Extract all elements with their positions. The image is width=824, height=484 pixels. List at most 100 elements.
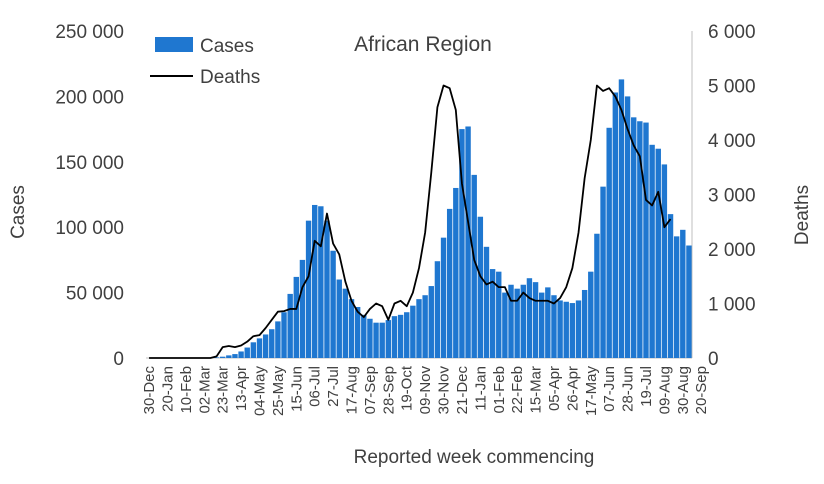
x-tick-label: 02-Mar	[196, 366, 213, 414]
cases-bar	[256, 338, 263, 358]
x-tick-label: 06-Jul	[307, 366, 324, 407]
left-tick-label: 50 000	[66, 284, 124, 305]
cases-bar	[661, 164, 668, 358]
x-tick-label: 22-Feb	[509, 366, 526, 414]
x-tick-label: 13-Apr	[233, 366, 250, 411]
cases-bar	[667, 214, 674, 358]
cases-bar	[496, 271, 502, 358]
x-tick-label: 09-Nov	[417, 366, 434, 415]
cases-bar	[545, 287, 551, 358]
cases-bar	[275, 321, 281, 358]
deaths-line-group	[149, 84, 672, 359]
x-tick-label: 17-Aug	[344, 366, 361, 414]
left-axis-ticks: 0 50 000 100 000 150 000 200 000 250 000	[55, 22, 124, 370]
cases-bar	[551, 295, 557, 358]
deaths-line	[149, 84, 672, 359]
cases-bar	[318, 206, 324, 358]
right-tick-label: 3 000	[708, 186, 756, 207]
cases-bar	[238, 351, 244, 358]
x-tick-label: 11-Jan	[472, 366, 489, 411]
cases-bar	[637, 121, 643, 358]
cases-bar	[477, 216, 484, 358]
x-tick-label: 15-Jun	[288, 366, 305, 412]
x-tick-label: 23-Mar	[215, 366, 232, 414]
cases-bar	[563, 301, 569, 358]
right-tick-label: 5 000	[708, 77, 756, 98]
cases-bar	[459, 129, 465, 358]
x-tick-label: 28-Jun	[620, 366, 637, 412]
x-tick-label: 30-Aug	[675, 366, 692, 414]
cases-bar	[416, 299, 422, 358]
right-tick-label: 1 000	[708, 295, 756, 316]
cases-bar	[348, 299, 355, 358]
cases-bar	[391, 316, 398, 358]
cases-bar	[569, 303, 576, 358]
cases-bar	[502, 292, 508, 358]
x-tick-label: 20-Sep	[693, 366, 710, 414]
cases-bar	[281, 312, 287, 358]
left-tick-label: 200 000	[55, 87, 124, 108]
cases-bar	[213, 357, 220, 358]
x-axis-ticks: 30-Dec 20-Jan 10-Feb 02-Mar 23-Mar 13-Apr 04-M…	[141, 365, 710, 416]
cases-bar	[655, 148, 661, 358]
x-axis-title: Reported week commencing	[354, 447, 595, 468]
cases-bar	[422, 295, 428, 358]
left-axis-title: Cases	[8, 185, 29, 239]
cases-bar	[299, 259, 306, 358]
cases-bar	[361, 314, 367, 358]
x-tick-label: 01-Feb	[491, 366, 508, 414]
cases-bar	[471, 174, 477, 358]
cases-bar	[520, 284, 526, 358]
left-tick-label: 250 000	[55, 22, 124, 43]
cases-bar	[594, 233, 600, 358]
left-tick-label: 0	[113, 349, 124, 370]
x-tick-label: 17-May	[583, 366, 600, 417]
cases-bar	[379, 322, 385, 358]
x-tick-label: 25-May	[270, 366, 287, 417]
cases-bar	[293, 276, 299, 358]
legend-deaths-label: Deaths	[200, 67, 260, 88]
x-tick-label: 27-Jul	[325, 366, 342, 407]
x-tick-label: 04-May	[251, 366, 268, 417]
cases-bar	[680, 229, 686, 358]
legend-cases-label: Cases	[200, 36, 254, 57]
cases-bar	[631, 117, 637, 358]
left-tick-label: 100 000	[55, 218, 124, 239]
x-tick-label: 05-Apr	[546, 366, 563, 411]
cases-bar	[342, 288, 349, 358]
cases-bar	[354, 306, 361, 358]
cases-bar	[250, 342, 257, 358]
cases-bar	[219, 356, 226, 358]
x-tick-label: 30-Nov	[436, 366, 453, 415]
x-tick-label: 07-Jun	[601, 366, 618, 412]
cases-bar	[581, 289, 588, 358]
x-tick-label: 20-Jan	[159, 366, 176, 412]
cases-bar	[483, 246, 490, 358]
cases-bar	[269, 329, 275, 358]
cases-bar	[618, 79, 625, 359]
cases-bar	[410, 305, 416, 358]
cases-bar	[373, 322, 379, 358]
cases-bar	[539, 292, 545, 358]
right-axis-title: Deaths	[792, 185, 813, 245]
cases-bar	[336, 279, 342, 358]
x-tick-label: 09-Aug	[656, 366, 673, 414]
right-tick-label: 2 000	[708, 240, 756, 261]
cases-bar	[649, 144, 655, 358]
legend: Cases Deaths	[150, 36, 260, 88]
cases-bar	[385, 320, 392, 358]
cases-bar	[526, 278, 533, 358]
cases-bar	[532, 282, 539, 358]
cases-bar	[312, 204, 318, 358]
cases-bar	[397, 314, 404, 358]
cases-bar	[606, 127, 612, 358]
cases-bar	[624, 96, 631, 359]
cases-bar	[244, 347, 250, 358]
left-tick-label: 150 000	[55, 153, 124, 174]
cases-bar	[434, 261, 441, 358]
cases-bar	[232, 354, 238, 358]
cases-bar	[575, 300, 582, 358]
cases-bar	[305, 220, 312, 358]
cases-bars	[213, 79, 692, 359]
